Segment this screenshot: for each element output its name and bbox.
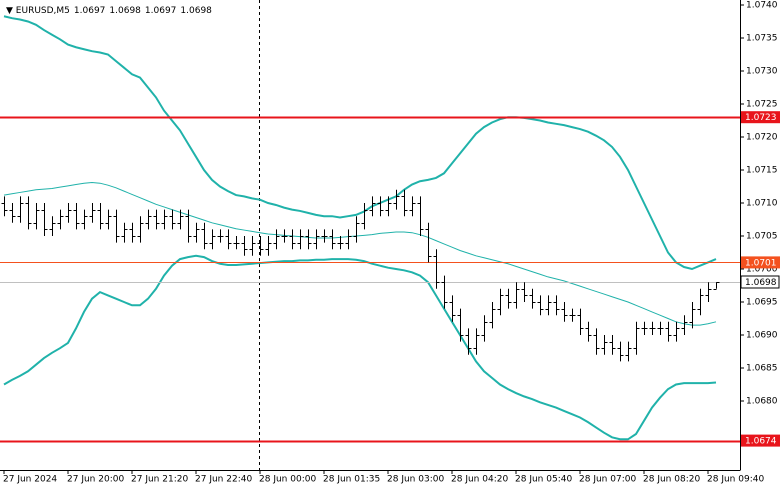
x-tick-label: 28 Jun 01:35 <box>323 475 380 485</box>
bollinger-middle <box>3 182 717 326</box>
low-value: 1.0697 <box>145 6 177 16</box>
last-price-box <box>740 275 780 289</box>
y-tick-label: 1.0720 <box>746 133 778 143</box>
plot-area <box>0 15 740 443</box>
x-tick-label: 28 Jun 07:00 <box>579 475 636 485</box>
level-label: 1.0723 <box>745 113 777 123</box>
last-price-label: 1.0698 <box>745 278 777 288</box>
symbol: EURUSD,M5 <box>16 6 70 16</box>
y-tick-label: 1.0705 <box>746 232 778 242</box>
x-tick-label: 27 Jun 2024 <box>3 475 57 485</box>
level-label-box <box>741 111 780 124</box>
x-tick-label: 27 Jun 22:40 <box>195 475 252 485</box>
x-tick-label: 27 Jun 20:00 <box>67 475 124 485</box>
y-tick-label: 1.0730 <box>746 67 778 77</box>
y-tick-label: 1.0700 <box>746 265 778 275</box>
y-tick-label: 1.0735 <box>746 34 778 44</box>
high-value: 1.0698 <box>109 6 141 16</box>
close-value: 1.0698 <box>180 6 212 16</box>
open-value: 1.0697 <box>74 6 106 16</box>
bollinger-upper <box>3 15 717 271</box>
level-label: 1.0674 <box>745 437 777 447</box>
x-tick-label: 28 Jun 05:40 <box>515 475 572 485</box>
title-arrow: ▼ <box>6 6 16 16</box>
y-tick-label: 1.0685 <box>746 364 778 374</box>
y-tick-label: 1.0740 <box>746 1 778 11</box>
x-tick-label: 28 Jun 03:00 <box>387 475 444 485</box>
x-tick-label: 27 Jun 21:20 <box>131 475 188 485</box>
y-tick-label: 1.0725 <box>746 100 778 110</box>
level-label-box <box>741 256 780 269</box>
y-tick-label: 1.0690 <box>746 331 778 341</box>
y-tick-label: 1.0680 <box>746 397 778 407</box>
bollinger-lower <box>3 254 717 441</box>
level-label-box <box>741 434 780 447</box>
level-label: 1.0701 <box>745 258 777 268</box>
x-tick-label: 28 Jun 08:20 <box>643 475 700 485</box>
y-tick-label: 1.0715 <box>746 166 778 176</box>
y-tick-label: 1.0695 <box>746 298 778 308</box>
x-tick-label: 28 Jun 04:20 <box>451 475 508 485</box>
y-tick-label: 1.0710 <box>746 199 778 209</box>
chart-title: ▼ EURUSD,M5 1.0697 1.0698 1.0697 1.0698 <box>6 6 212 16</box>
x-tick-label: 28 Jun 00:00 <box>259 475 316 485</box>
x-tick-label: 28 Jun 09:40 <box>707 475 764 485</box>
